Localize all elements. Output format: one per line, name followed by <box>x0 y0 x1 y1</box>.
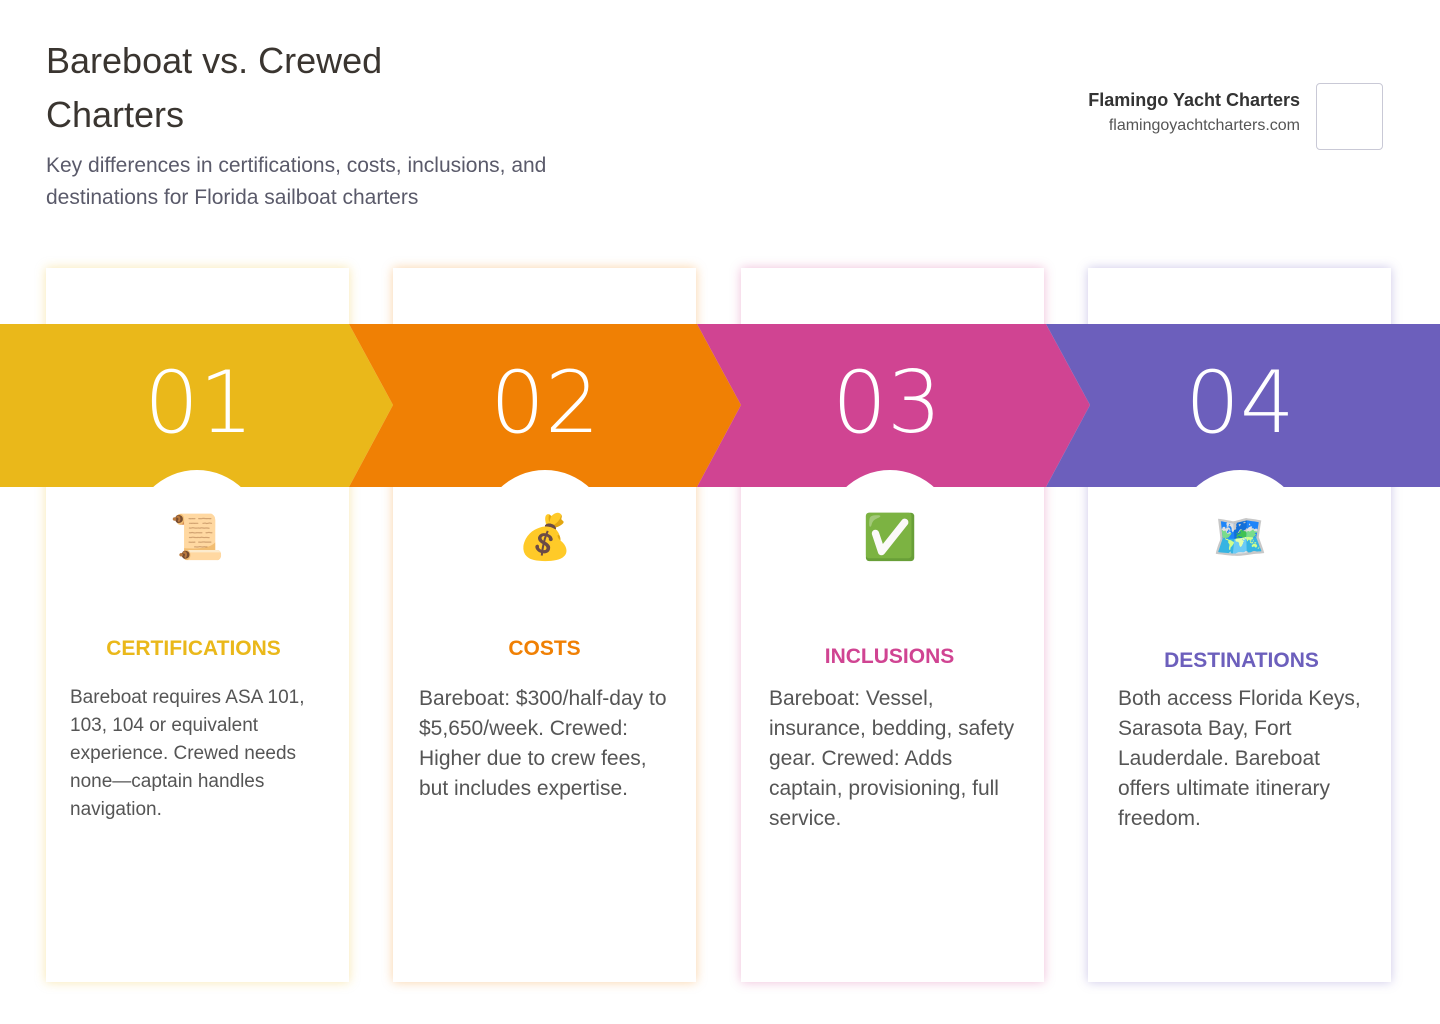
step-text: Both access Florida Keys, Sarasota Bay, … <box>1118 687 1361 830</box>
step-number: 03 <box>832 353 941 453</box>
step-text: Bareboat requires ASA 101, 103, 104 or e… <box>70 687 305 820</box>
step-heading: COSTS <box>508 637 581 660</box>
brand: Flamingo Yacht Charters flamingoyachtcha… <box>1088 90 1300 135</box>
subtitle: Key differences in certifications, costs… <box>46 154 547 209</box>
chevron <box>1046 324 1440 487</box>
step-text: Bareboat: $300/half-day to $5,650/week. … <box>419 687 667 800</box>
brand-name: Flamingo Yacht Charters <box>1088 90 1300 110</box>
brand-url: flamingoyachtcharters.com <box>1108 117 1300 134</box>
step-heading: INCLUSIONS <box>824 645 955 668</box>
logo-box <box>1316 83 1383 150</box>
step-icon: ✅ <box>863 512 918 562</box>
step-number: 01 <box>144 353 253 453</box>
chevron <box>349 324 741 487</box>
icon-circle <box>825 470 955 600</box>
chevron <box>697 324 1090 487</box>
step-text: Bareboat: Vessel, insurance, bedding, sa… <box>769 687 1015 830</box>
step-icon: 🗺️ <box>1213 513 1268 562</box>
chevron <box>0 324 393 487</box>
step-icon: 📜 <box>170 513 225 562</box>
step-heading: DESTINATIONS <box>1164 649 1319 672</box>
title: Bareboat vs. Crewed Charters <box>46 40 383 135</box>
step-number: 02 <box>490 353 599 453</box>
step-number: 04 <box>1185 353 1294 453</box>
step-icon: 💰 <box>518 512 573 563</box>
step-heading: CERTIFICATIONS <box>106 637 281 660</box>
icon-circle <box>132 470 262 600</box>
icon-circle <box>480 470 610 600</box>
icon-circle <box>1175 470 1305 600</box>
